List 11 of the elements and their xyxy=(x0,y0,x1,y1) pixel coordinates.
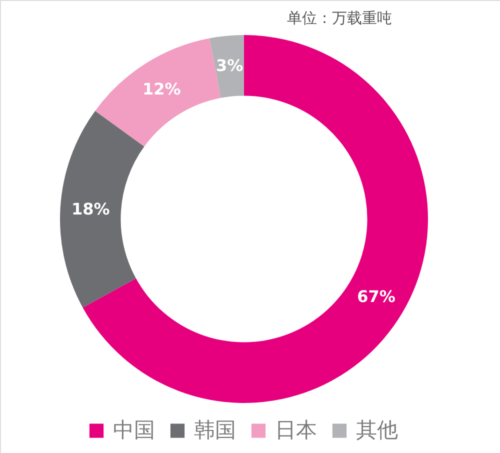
donut-slice xyxy=(60,110,144,308)
data-label: 3% xyxy=(216,56,244,76)
data-label: 18% xyxy=(72,199,110,218)
legend-label: 韩国 xyxy=(194,418,236,442)
donut-slice xyxy=(210,35,244,98)
data-label: 67% xyxy=(357,287,396,306)
text: 单位：万载重吨 xyxy=(287,9,392,27)
data-label: 12% xyxy=(142,79,181,98)
legend-label: 其他 xyxy=(356,418,398,442)
legend-label: 日本 xyxy=(275,418,317,442)
legend-label: 中国 xyxy=(113,418,155,442)
